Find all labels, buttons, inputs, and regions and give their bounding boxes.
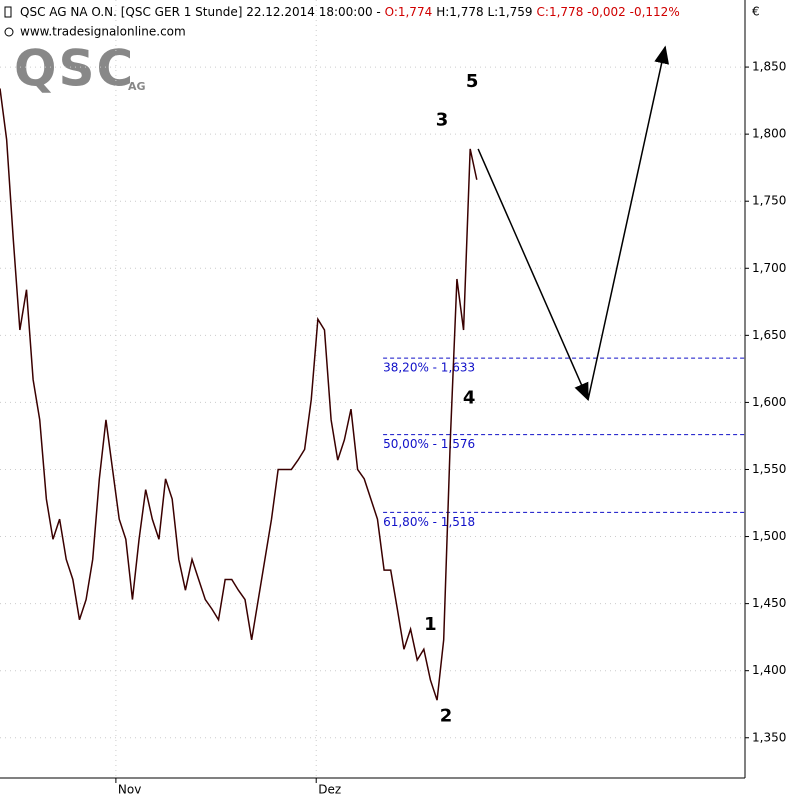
close: C:1,778 -0,002 -0,112% [537,5,680,19]
logo: QSC [14,40,135,98]
y-tick-label: 1,350 [752,730,786,744]
arrow [587,45,670,400]
y-tick-label: 1,650 [752,328,786,342]
high-low: H:1,778 L:1,759 [436,5,532,19]
y-tick-label: 1,550 [752,462,786,476]
source: www.tradesignalonline.com [20,25,186,39]
y-tick-label: 1,700 [752,261,786,275]
header: QSC AG NA O.N. [QSC GER 1 Stunde] 22.12.… [20,5,680,19]
wave-label: 1 [424,614,437,635]
fib-label: 38,20% - 1,633 [383,361,475,375]
wave-label: 2 [440,705,453,726]
copyright-icon [4,27,14,37]
open: O:1,774 [385,5,433,19]
price-line [0,88,478,701]
arrow [477,148,589,402]
instrument: QSC AG NA O.N. [QSC GER 1 Stunde] 22.12.… [20,5,385,19]
fib-label: 50,00% - 1,576 [383,437,475,451]
x-tick-label: Dez [318,783,341,797]
y-tick-label: 1,600 [752,395,786,409]
y-tick-label: 1,800 [752,127,786,141]
x-tick-label: Nov [118,783,141,797]
y-tick-label: 1,450 [752,596,786,610]
y-tick-label: 1,750 [752,194,786,208]
currency: € [752,5,760,19]
y-tick-label: 1,400 [752,663,786,677]
fib-label: 61,80% - 1,518 [383,515,475,529]
wave-label: 3 [436,110,449,131]
y-tick-label: 1,850 [752,60,786,74]
logo-suffix: AG [128,80,146,93]
wave-label: 5 [466,71,479,92]
chart-icon [4,6,12,18]
y-tick-label: 1,500 [752,529,786,543]
wave-label: 4 [463,387,476,408]
